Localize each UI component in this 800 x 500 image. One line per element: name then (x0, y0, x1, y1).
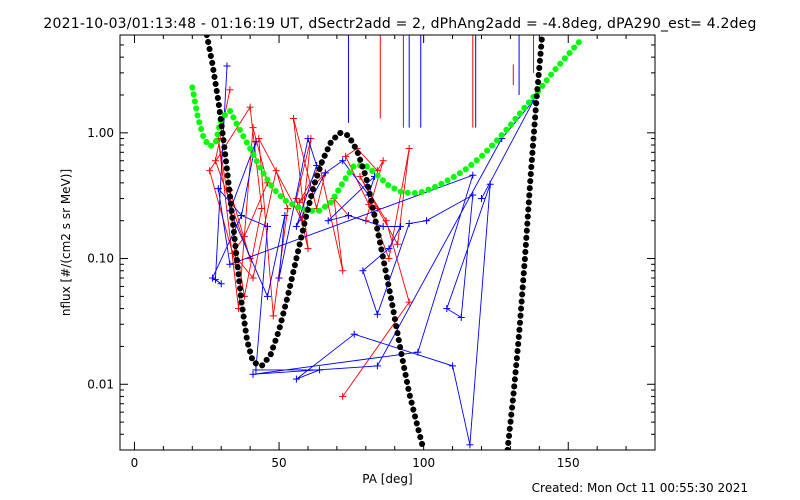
data-point-marker (469, 171, 477, 179)
data-point-marker (290, 115, 298, 123)
data-point-marker (249, 370, 257, 378)
x-tick-label: 0 (131, 456, 139, 470)
x-axis-label: PA [deg] (362, 472, 412, 486)
data-point-marker (324, 217, 332, 225)
y-tick-label: 1.00 (87, 126, 114, 140)
data-point-marker (356, 172, 364, 180)
data-point-marker (263, 222, 271, 230)
data-point-marker (206, 167, 214, 175)
data-point-marker (284, 205, 292, 213)
x-tick-label: 50 (271, 456, 286, 470)
data-point-marker (249, 124, 257, 132)
data-point-marker (211, 276, 219, 284)
data-point-marker (321, 169, 329, 177)
data-point-marker (304, 245, 312, 253)
data-series (189, 35, 586, 450)
data-point-marker (405, 298, 413, 306)
data-point-marker (394, 240, 402, 248)
data-point-marker (373, 362, 381, 370)
data-point-marker (405, 220, 413, 228)
axes: 0 50 100 150 0.01 0.10 1.00 (87, 34, 655, 470)
data-point-marker (304, 135, 312, 143)
vertical-markers (347, 35, 535, 128)
data-point-marker (373, 310, 381, 318)
data-point-marker (249, 274, 257, 282)
data-point-marker (466, 441, 474, 449)
model-curve (504, 35, 546, 450)
data-point-marker (385, 255, 393, 263)
data-point-marker (252, 138, 260, 146)
model-curve (203, 35, 427, 450)
data-point-marker (281, 211, 289, 219)
data-point-marker (214, 185, 222, 193)
data-point-marker (246, 103, 254, 111)
data-point-marker (263, 292, 271, 300)
data-point-marker (457, 313, 465, 321)
x-tick-label: 100 (412, 456, 435, 470)
created-timestamp: Created: Mon Oct 11 00:55:30 2021 (531, 481, 748, 495)
data-point-marker (258, 205, 266, 213)
data-point-marker (339, 157, 347, 165)
data-point-marker (344, 211, 352, 219)
data-point-marker (342, 152, 350, 160)
data-point-marker (486, 180, 494, 188)
data-point-marker (382, 217, 390, 225)
data-point-marker (443, 305, 451, 313)
data-point-marker (226, 86, 234, 94)
data-point-marker (339, 392, 347, 400)
data-point-marker (209, 274, 217, 282)
data-point-marker (449, 362, 457, 370)
data-point-marker (405, 145, 413, 153)
data-point-marker (272, 167, 280, 175)
data-point-marker (379, 157, 387, 165)
y-tick-label: 0.10 (87, 252, 114, 266)
data-point-marker (237, 211, 245, 219)
plot-frame (119, 34, 656, 451)
data-point-marker (211, 157, 219, 165)
data-point-marker (275, 274, 283, 282)
y-tick-label: 0.01 (87, 377, 114, 391)
data-point-marker (350, 330, 358, 338)
x-tick-label: 150 (557, 456, 580, 470)
series-line (211, 65, 534, 445)
data-point-marker (313, 161, 321, 169)
data-point-marker (379, 222, 387, 230)
model-curve (189, 35, 586, 214)
data-point-marker (255, 135, 263, 143)
data-point-marker (359, 267, 367, 275)
data-point-marker (223, 62, 231, 70)
data-point-marker (217, 280, 225, 288)
data-point-marker (240, 232, 248, 240)
data-point-marker (414, 348, 422, 356)
data-point-marker (397, 222, 405, 230)
data-point-marker (339, 267, 347, 275)
data-point-marker (316, 366, 324, 374)
data-point-marker (252, 366, 260, 374)
data-point-marker (423, 217, 431, 225)
chart-title: 2021-10-03/01:13:48 - 01:16:19 UT, dSect… (43, 16, 757, 32)
data-point-marker (292, 375, 300, 383)
data-point-marker (469, 191, 477, 199)
y-axis-label: nflux [#/(cm2 s sr MeV)] (59, 169, 73, 316)
data-point-marker (385, 245, 393, 253)
data-point-marker (269, 312, 277, 320)
data-point-marker (292, 222, 300, 230)
data-point-marker (226, 260, 234, 268)
data-point-marker (477, 195, 485, 203)
